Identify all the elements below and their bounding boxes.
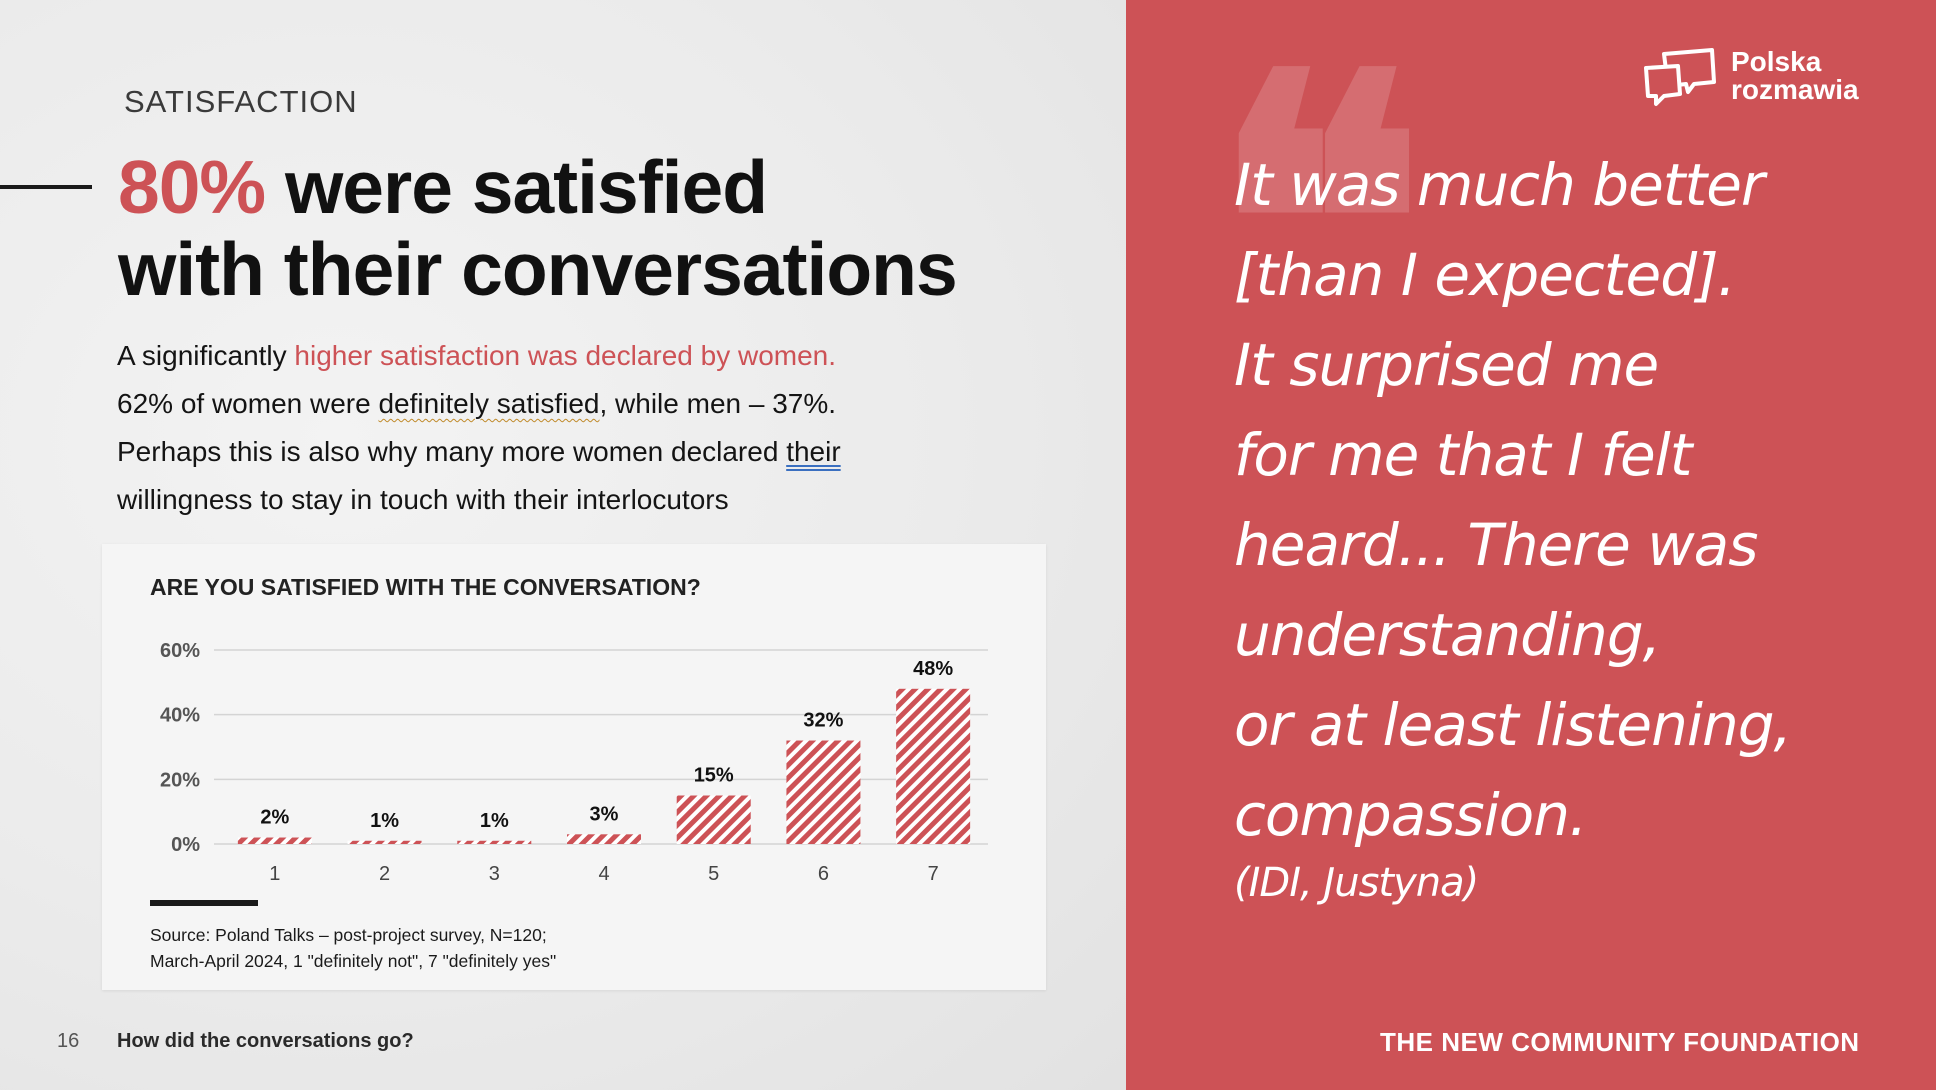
body-p2-start: 62% of women were (117, 388, 379, 419)
body-p1-start: A significantly (117, 340, 295, 371)
bar (457, 840, 532, 844)
x-tick-label: 7 (928, 863, 939, 885)
data-label: 1% (370, 810, 399, 832)
source-note: Source: Poland Talks – post-project surv… (150, 922, 950, 974)
bar-chart: 0% 20% 40% 60% 2% 1 1% 2 1% 3 3% 4 15% 5 32% 6 48% 7 (160, 640, 988, 885)
data-label: 3% (590, 803, 619, 825)
bar (347, 840, 422, 844)
chart-title: ARE YOU SATISFIED WITH THE CONVERSATION? (150, 574, 701, 600)
body-p1-highlight: higher satisfaction was declared by wome… (294, 340, 837, 371)
x-tick-label: 5 (708, 863, 719, 885)
y-tick-label: 20% (160, 769, 200, 791)
body-p2-end: , while men – 37%. (599, 388, 837, 419)
quote-panel: ❝ Polska rozmawia It was much better [th… (1126, 0, 1936, 1090)
logo-line1: Polska (1731, 46, 1822, 77)
x-tick-label: 3 (489, 863, 500, 885)
bar (786, 740, 861, 844)
body-p3-start: Perhaps this is also why many more women… (117, 436, 787, 467)
title-rule (0, 185, 92, 189)
logo-line2: rozmawia (1731, 74, 1859, 105)
body-p3-underlined: their (786, 436, 841, 467)
source-line2: March-April 2024, 1 "definitely not", 7 … (150, 951, 557, 971)
bar (676, 795, 751, 844)
headline-line1: were satisfied (265, 145, 768, 229)
x-tick-label: 2 (379, 863, 390, 885)
x-tick-label: 6 (818, 863, 829, 885)
data-label: 2% (260, 807, 289, 829)
foundation-name: THE NEW COMMUNITY FOUNDATION (1380, 1027, 1860, 1057)
y-tick-label: 0% (171, 834, 200, 856)
section-label: SATISFACTION (124, 84, 358, 119)
speech-bubbles-logo-icon (1644, 48, 1716, 106)
quote-attribution: (IDI, Justyna) (1234, 860, 1479, 906)
chart-card: ARE YOU SATISFIED WITH THE CONVERSATION?… (102, 544, 1046, 990)
source-rule (150, 900, 258, 906)
body-p2-squiggle: definitely satisfied (378, 388, 600, 419)
headline-accent: 80% (118, 145, 266, 229)
headline-line2: with their conversations (118, 227, 958, 311)
bar (896, 688, 971, 844)
page-number: 16 (57, 1030, 80, 1052)
quote-mark-icon: ❝ (1211, 8, 1427, 451)
data-label: 48% (913, 658, 953, 680)
body-text: A significantly higher satisfaction was … (117, 332, 1017, 524)
data-label: 15% (694, 765, 734, 787)
bar (237, 837, 312, 844)
x-tick-label: 4 (598, 863, 609, 885)
quote-text: It was much better [than I expected]. It… (1234, 151, 1792, 849)
x-tick-label: 1 (269, 863, 280, 885)
source-line1: Source: Poland Talks – post-project surv… (150, 925, 547, 945)
y-tick-label: 60% (160, 640, 200, 662)
left-panel: SATISFACTION 80% were satisfied with the… (0, 0, 1126, 1090)
body-p4: willingness to stay in touch with their … (117, 484, 729, 515)
logo-text: Polska rozmawia (1731, 48, 1859, 104)
footer-title: How did the conversations go? (117, 1030, 414, 1052)
page-title: 80% were satisfied with their conversati… (118, 146, 1018, 310)
data-label: 32% (803, 710, 843, 732)
y-tick-label: 40% (160, 705, 200, 727)
bar (567, 834, 641, 844)
data-label: 1% (480, 810, 509, 832)
